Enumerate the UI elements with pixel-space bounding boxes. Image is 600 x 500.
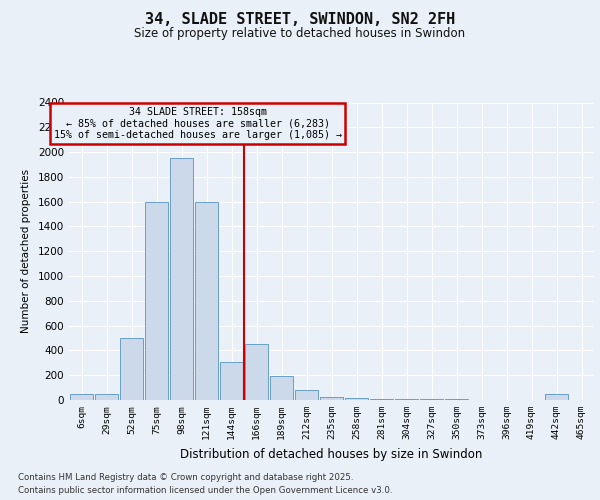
Bar bbox=[395, 399, 418, 400]
Bar bbox=[95, 394, 118, 400]
X-axis label: Distribution of detached houses by size in Swindon: Distribution of detached houses by size … bbox=[181, 448, 482, 460]
Bar bbox=[70, 394, 93, 400]
Bar bbox=[195, 202, 218, 400]
Text: 34, SLADE STREET, SWINDON, SN2 2FH: 34, SLADE STREET, SWINDON, SN2 2FH bbox=[145, 12, 455, 28]
Bar bbox=[270, 376, 293, 400]
Text: 34 SLADE STREET: 158sqm
← 85% of detached houses are smaller (6,283)
15% of semi: 34 SLADE STREET: 158sqm ← 85% of detache… bbox=[53, 107, 341, 140]
Bar bbox=[370, 399, 393, 400]
Bar bbox=[320, 397, 343, 400]
Y-axis label: Number of detached properties: Number of detached properties bbox=[21, 169, 31, 334]
Bar bbox=[295, 390, 318, 400]
Bar bbox=[245, 344, 268, 400]
Text: Size of property relative to detached houses in Swindon: Size of property relative to detached ho… bbox=[134, 28, 466, 40]
Bar bbox=[120, 338, 143, 400]
Bar bbox=[170, 158, 193, 400]
Bar bbox=[145, 202, 168, 400]
Text: Contains HM Land Registry data © Crown copyright and database right 2025.: Contains HM Land Registry data © Crown c… bbox=[18, 472, 353, 482]
Bar bbox=[220, 362, 243, 400]
Bar bbox=[545, 394, 568, 400]
Bar bbox=[345, 398, 368, 400]
Text: Contains public sector information licensed under the Open Government Licence v3: Contains public sector information licen… bbox=[18, 486, 392, 495]
